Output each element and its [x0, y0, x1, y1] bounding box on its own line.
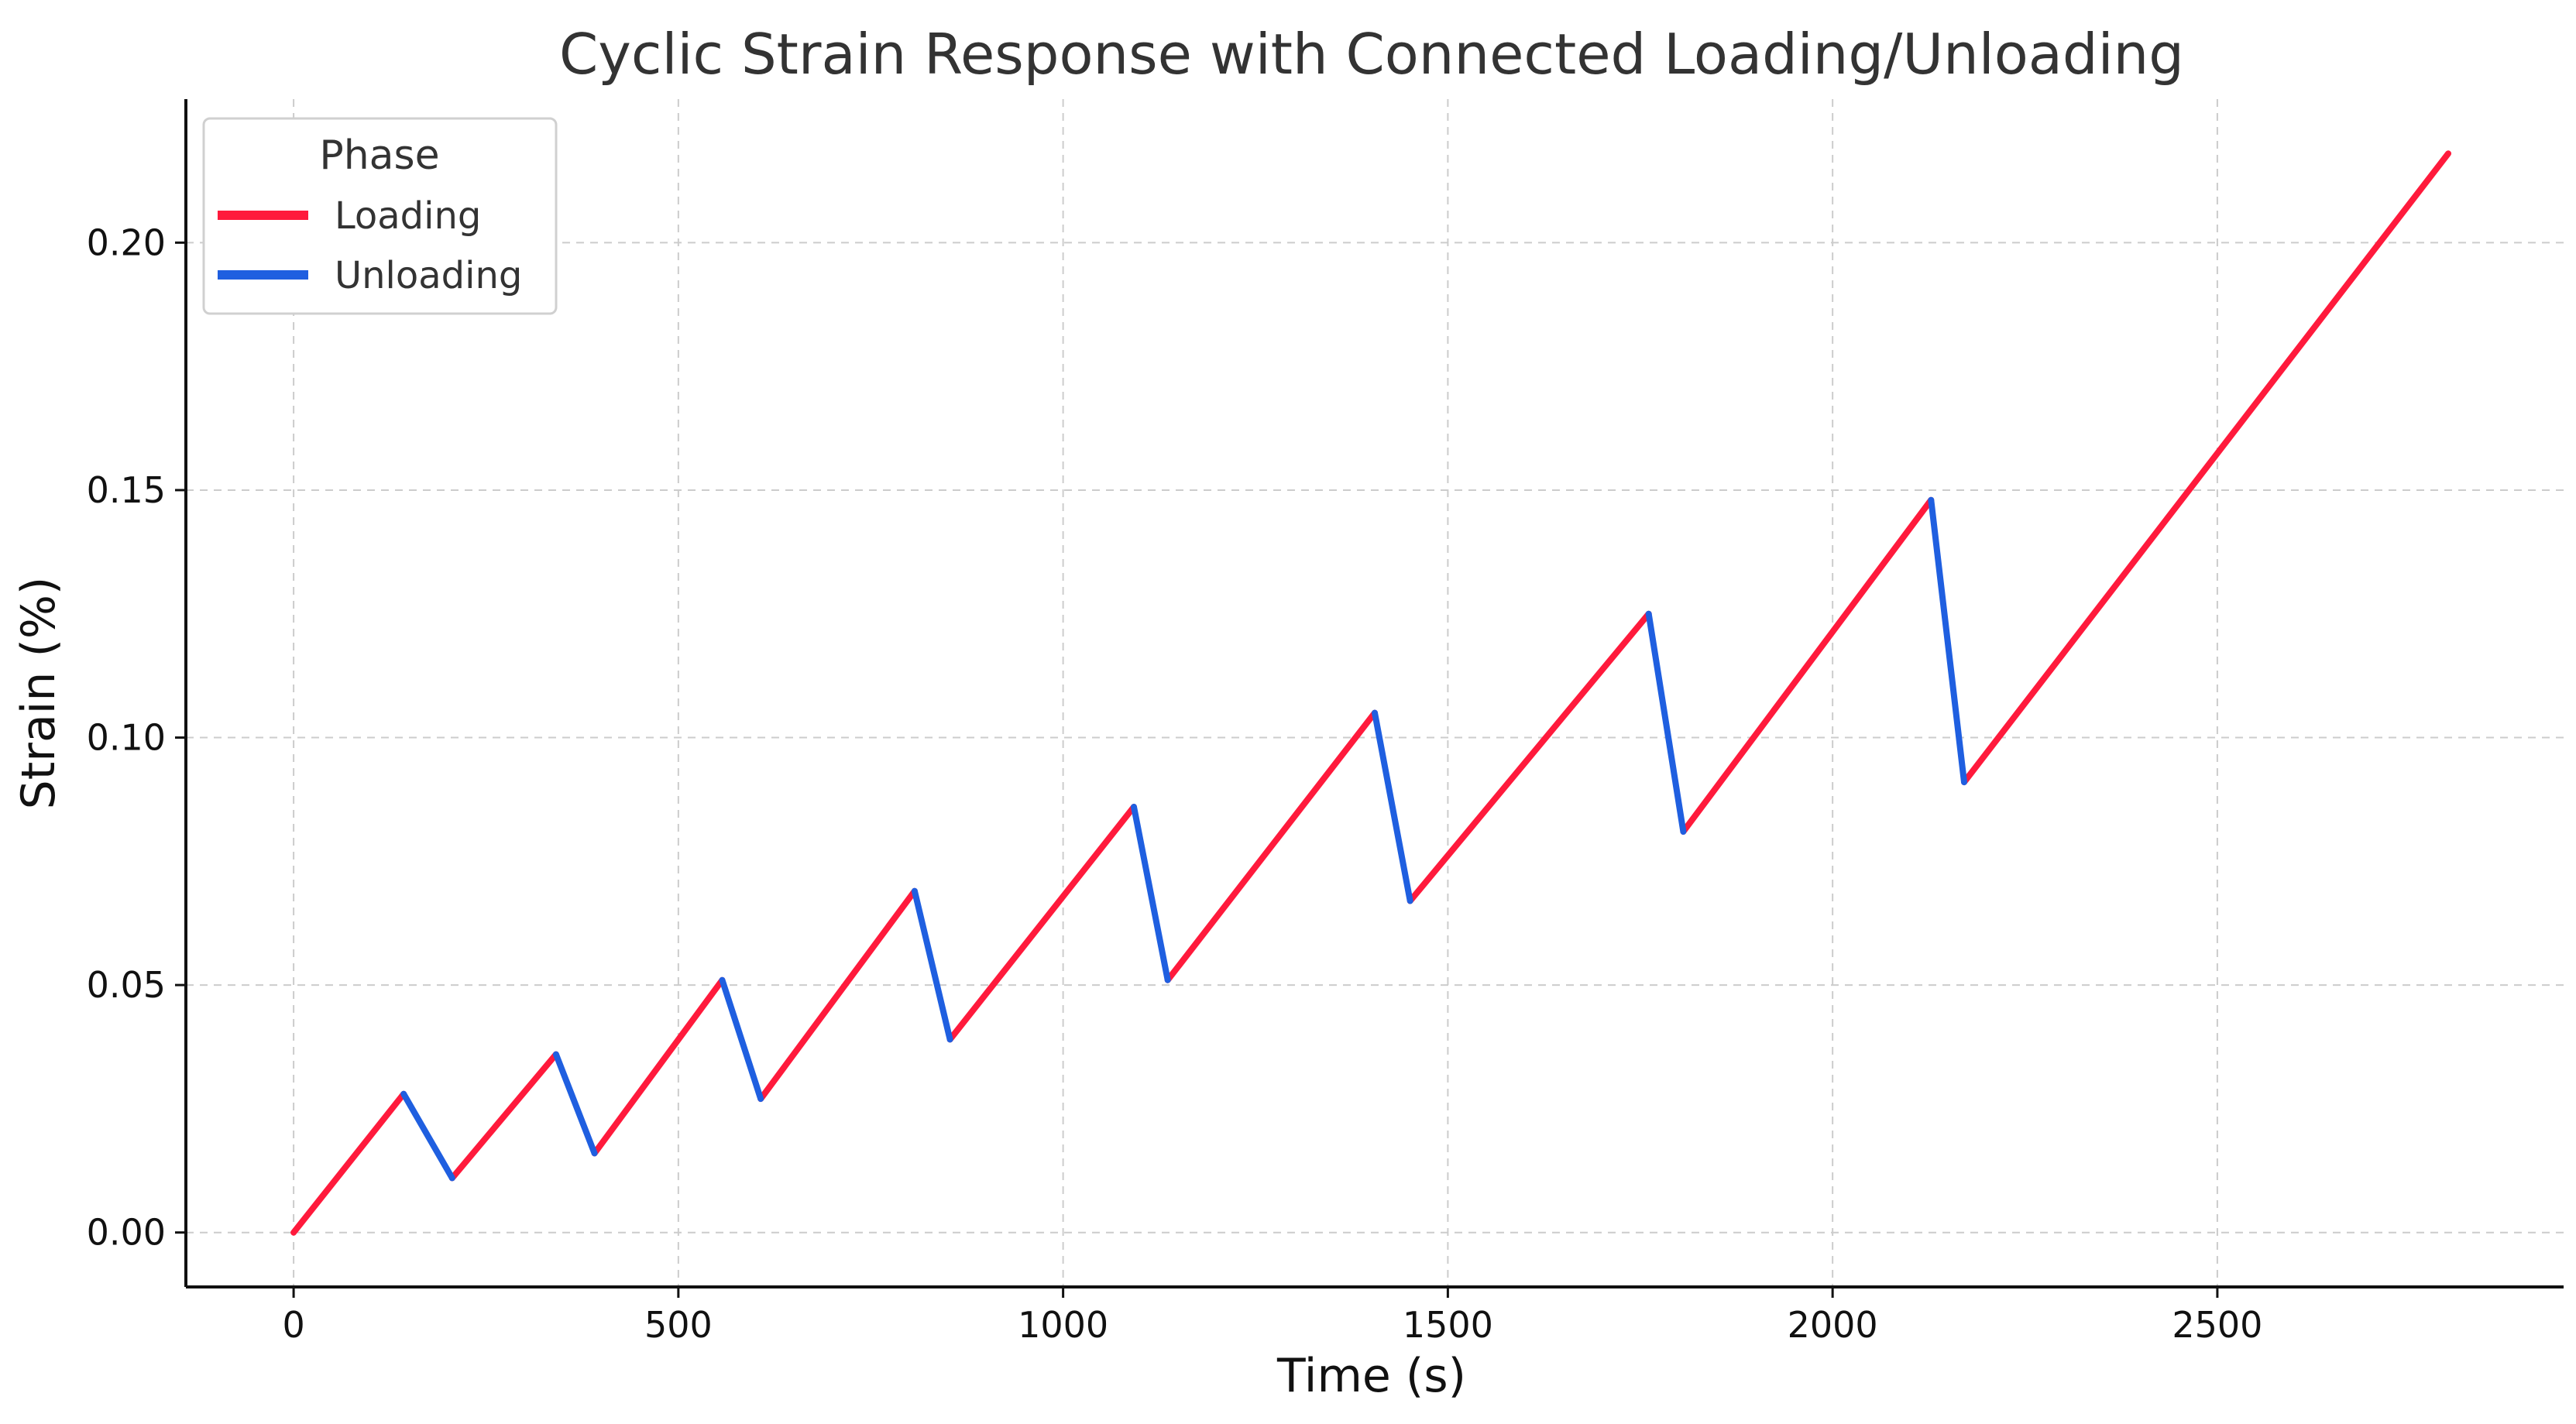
x-tick-label: 2000 [1788, 1304, 1878, 1346]
x-tick-label: 1000 [1018, 1304, 1108, 1346]
loading-segment [1164, 709, 1378, 983]
unloading-segment [1131, 804, 1171, 983]
loading-segment [1961, 150, 2451, 786]
loading-segment [290, 1090, 407, 1236]
chart-title: Cyclic Strain Response with Connected Lo… [559, 22, 2184, 87]
x-tick-label: 2500 [2172, 1304, 2262, 1346]
unloading-segment [719, 976, 764, 1103]
unloading-segment [1928, 496, 1967, 786]
unloading-segment [552, 1051, 598, 1157]
y-tick-label: 0.15 [87, 469, 166, 511]
unloading-segment [1372, 709, 1413, 904]
series-lines [290, 150, 2451, 1236]
legend-label-loading: Loading [335, 194, 481, 238]
y-tick-label: 0.00 [87, 1212, 166, 1254]
x-axis-label: Time (s) [1276, 1349, 1466, 1403]
grid-lines [186, 99, 2564, 1287]
unloading-segment [400, 1090, 455, 1182]
y-tick-label: 0.10 [87, 717, 166, 759]
legend-label-unloading: Unloading [335, 254, 522, 297]
y-axis-label: Strain (%) [12, 577, 66, 810]
loading-segment [1680, 496, 1935, 835]
loading-segment [757, 887, 918, 1103]
y-tick-label: 0.05 [87, 964, 166, 1006]
unloading-segment [911, 887, 953, 1043]
legend: Phase Loading Unloading [202, 117, 558, 315]
y-ticks: 0.00 0.05 0.10 0.15 0.20 [87, 221, 186, 1254]
y-tick-label: 0.20 [87, 221, 166, 263]
unloading-segment [1645, 610, 1687, 835]
x-tick-label: 0 [282, 1304, 304, 1346]
loading-segment [448, 1051, 559, 1182]
loading-segment [591, 976, 726, 1157]
x-tick-label: 1500 [1403, 1304, 1493, 1346]
legend-title: Phase [319, 132, 439, 179]
loading-segment [946, 804, 1137, 1043]
x-tick-label: 500 [644, 1304, 713, 1346]
legend-box [202, 117, 558, 315]
x-ticks: 0 500 1000 1500 2000 2500 [282, 1287, 2262, 1346]
loading-segment [1406, 610, 1652, 904]
